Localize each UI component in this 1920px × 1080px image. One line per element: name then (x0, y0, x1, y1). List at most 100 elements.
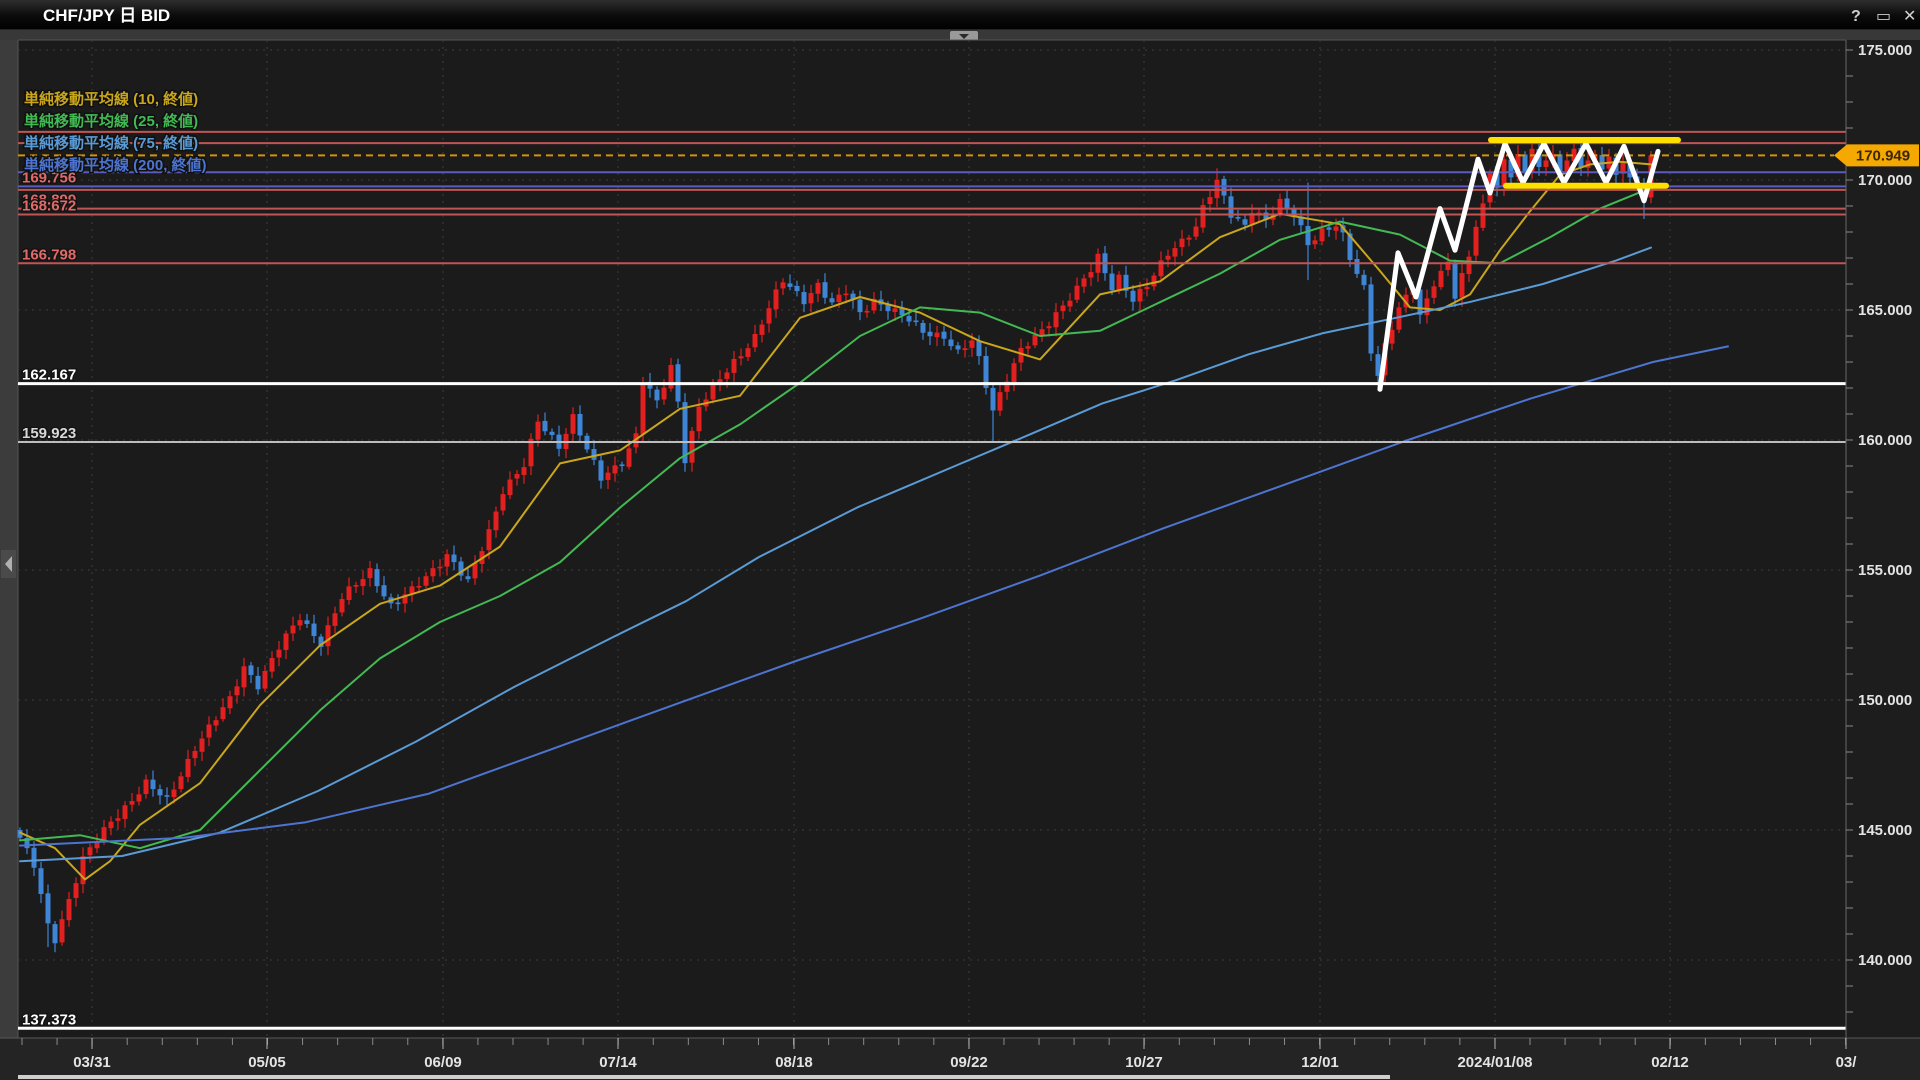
horizontal-scrollbar-thumb[interactable] (18, 1075, 1390, 1079)
candle (612, 456, 618, 482)
candle-body (122, 805, 128, 819)
candle (409, 581, 415, 603)
candle-body (129, 801, 135, 805)
candle-body (325, 625, 331, 647)
help-button[interactable]: ? (1851, 8, 1861, 25)
candle-body (458, 561, 464, 576)
candle (983, 346, 989, 395)
horizontal-level-lines[interactable] (18, 130, 1846, 1030)
candle (542, 412, 548, 436)
candle-body (486, 529, 492, 551)
candle-body (297, 620, 303, 626)
candle-body (1165, 255, 1171, 260)
close-button[interactable]: ✕ (1903, 8, 1916, 25)
candle (367, 561, 373, 587)
candle-body (262, 671, 268, 689)
candle-body (1060, 305, 1066, 312)
candle (1109, 265, 1115, 296)
candle-body (724, 372, 730, 379)
candle (381, 576, 387, 600)
x-axis-label: 12/01 (1301, 1054, 1339, 1071)
candle (115, 809, 121, 830)
candle-body (1074, 285, 1080, 300)
collapse-panel-button[interactable] (950, 31, 978, 41)
candle (353, 581, 359, 593)
candle (73, 877, 79, 907)
candle (1256, 209, 1262, 223)
candle-body (570, 414, 576, 434)
candle (241, 657, 247, 697)
candle-body (1375, 354, 1381, 376)
candle-body (1522, 154, 1528, 173)
candle-body (1039, 329, 1045, 336)
chart-surface[interactable] (18, 40, 1846, 1038)
candle (654, 386, 660, 409)
left-panel-toggle[interactable] (1, 550, 16, 578)
candle-body (80, 856, 86, 885)
candle-body (661, 387, 667, 400)
maximize-button[interactable]: ▭ (1876, 8, 1891, 25)
candle (507, 471, 513, 500)
candle (920, 320, 926, 340)
candle-body (395, 602, 401, 605)
candle (38, 862, 44, 904)
candle-body (318, 636, 324, 647)
candle (157, 784, 163, 805)
candle-body (1109, 273, 1115, 291)
candle (87, 843, 93, 863)
candle (1235, 210, 1241, 222)
candle-body (850, 293, 856, 300)
title-bar[interactable] (0, 0, 1920, 30)
candle (689, 427, 695, 472)
candle (997, 383, 1003, 416)
candle-body (304, 620, 310, 624)
candle (1312, 235, 1318, 250)
y-axis-band[interactable] (1846, 40, 1920, 1038)
candle (1417, 286, 1423, 324)
candle-body (1354, 259, 1360, 274)
candle-body (1067, 300, 1073, 307)
candle (822, 273, 828, 304)
candle (787, 274, 793, 291)
candle-body (430, 568, 436, 577)
drawing-annotations[interactable] (1377, 136, 1681, 392)
candle (521, 458, 527, 484)
y-axis-label: 175.000 (1858, 42, 1912, 59)
candle-body (969, 340, 975, 348)
candle (1445, 253, 1451, 276)
candle (682, 393, 688, 472)
candle-body (1263, 212, 1269, 220)
candle (934, 325, 940, 347)
chevron-down-icon (959, 34, 969, 39)
candle (780, 278, 786, 295)
candle-body (1627, 162, 1633, 178)
candle (171, 781, 177, 804)
candle-body (248, 665, 254, 676)
candle (395, 594, 401, 611)
zigzag-annotation[interactable] (1377, 141, 1661, 392)
candle-body (1473, 226, 1479, 256)
candle (234, 679, 240, 704)
candle-body (1361, 274, 1367, 286)
candle (31, 841, 37, 877)
candle-body (1417, 289, 1423, 315)
candle-body (1193, 226, 1199, 237)
legend-item: 単純移動平均線 (200, 終値) (24, 156, 207, 174)
candle (227, 690, 233, 715)
candle (1284, 189, 1290, 215)
x-axis-label: 03/ (1836, 1054, 1858, 1071)
candle-body (66, 898, 72, 921)
candle-body (192, 750, 198, 759)
candle (1011, 358, 1017, 392)
candle-body (1480, 203, 1486, 228)
indicator-legend: 単純移動平均線 (10, 終値) 単純移動平均線 (25, 終値) 単純移動平均線 … (23, 89, 209, 176)
candle-body (654, 389, 660, 401)
candle-body (276, 649, 282, 658)
y-axis-label: 165.000 (1858, 302, 1912, 319)
candle (605, 466, 611, 490)
candle-body (598, 460, 604, 481)
candle-body (829, 298, 835, 303)
y-axis-label: 140.000 (1858, 952, 1912, 969)
candle-body (1312, 240, 1318, 245)
candle-body (94, 841, 100, 849)
